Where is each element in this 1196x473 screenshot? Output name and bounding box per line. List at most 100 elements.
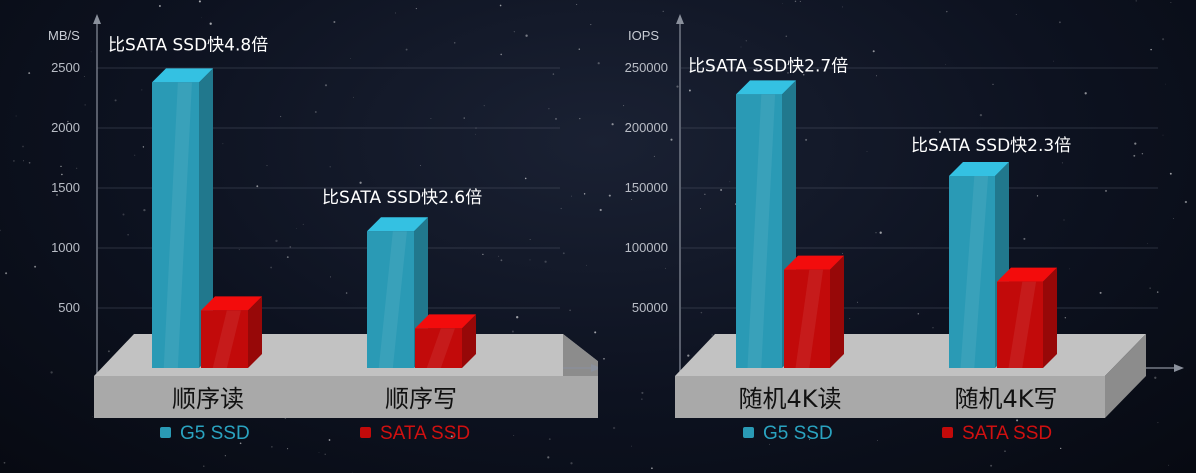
star <box>1069 268 1070 270</box>
star <box>141 89 143 91</box>
star <box>34 265 37 268</box>
star <box>353 96 354 98</box>
y-tick-label: 200000 <box>625 120 668 135</box>
sata-ssd-bar-side <box>1043 267 1057 368</box>
sata-ssd-bar-front <box>201 310 248 368</box>
y-tick-label: 2500 <box>51 60 80 75</box>
star <box>1157 422 1159 424</box>
star <box>511 330 514 333</box>
star <box>1063 219 1065 221</box>
star <box>1135 0 1137 2</box>
star <box>500 53 503 56</box>
star <box>107 350 110 353</box>
star <box>22 160 24 162</box>
sata-ssd-bar-front <box>997 281 1043 368</box>
g5-ssd-bar-sheen <box>960 176 989 368</box>
star <box>1016 419 1019 422</box>
star <box>653 155 655 157</box>
g5-ssd-bar <box>152 68 213 369</box>
star <box>289 246 292 248</box>
star <box>661 242 664 245</box>
sequential-speed-chart: MB/S 500 1000 1500 2000 2500 比SATA SSD快4.8倍比… <box>48 14 598 444</box>
star <box>745 40 747 42</box>
star <box>463 117 465 119</box>
g5-legend-swatch <box>160 427 171 438</box>
star <box>872 50 875 53</box>
star <box>498 255 500 257</box>
star <box>1004 450 1006 452</box>
star <box>91 416 93 418</box>
sata-ssd-bar-side <box>248 296 262 368</box>
star <box>60 165 62 168</box>
star <box>945 64 946 66</box>
star <box>631 198 633 200</box>
speedup-annotation: 比SATA SSD快2.6倍 <box>322 188 482 208</box>
star <box>529 259 531 261</box>
y-axis-arrow <box>676 14 684 24</box>
star <box>296 228 297 229</box>
star <box>597 62 600 65</box>
star <box>142 146 145 148</box>
star <box>877 440 878 442</box>
star <box>270 266 272 269</box>
star <box>302 223 304 225</box>
sata-ssd-bar-sheen <box>795 269 824 368</box>
star <box>547 456 550 459</box>
star <box>1053 60 1054 62</box>
star <box>1162 38 1165 41</box>
speedup-annotation: 比SATA SSD快2.7倍 <box>688 56 848 76</box>
sata-ssd-bar <box>997 267 1057 368</box>
star <box>266 165 268 167</box>
star <box>127 234 129 236</box>
star <box>641 131 643 133</box>
sata-ssd-bar-side <box>462 314 476 368</box>
star <box>548 438 551 440</box>
sata-ssd-bar-top <box>415 314 476 329</box>
star <box>430 117 432 120</box>
star <box>608 194 611 197</box>
star <box>676 85 679 88</box>
star <box>687 354 690 357</box>
y-axis-unit: IOPS <box>628 28 659 43</box>
star <box>548 108 550 110</box>
star <box>842 6 844 8</box>
star <box>1147 242 1148 244</box>
star <box>631 445 632 447</box>
y-axis-unit: MB/S <box>48 28 80 43</box>
star <box>201 17 203 19</box>
star <box>1104 189 1108 192</box>
star <box>529 239 531 240</box>
star <box>122 213 125 216</box>
y-tick-label: 250000 <box>625 60 668 75</box>
star <box>769 443 770 445</box>
sata-legend-swatch <box>360 427 371 438</box>
star <box>876 75 877 77</box>
star <box>239 442 242 445</box>
sata-ssd-bar-front <box>415 328 462 368</box>
star <box>782 3 784 5</box>
star <box>84 104 86 106</box>
star <box>318 452 320 453</box>
star <box>271 446 273 448</box>
star <box>420 165 421 166</box>
y-axis-arrow <box>93 14 101 24</box>
star <box>513 31 515 33</box>
star <box>395 12 396 14</box>
g5-ssd-bar-front <box>736 94 782 369</box>
star <box>939 131 941 133</box>
legend-label: SATA SSD <box>380 423 470 444</box>
star <box>599 208 602 212</box>
star <box>670 138 673 141</box>
star <box>612 426 616 430</box>
star <box>875 232 877 234</box>
legend-label: SATA SSD <box>962 423 1052 444</box>
star <box>453 42 456 44</box>
sata-ssd-bar-top <box>201 296 262 311</box>
star <box>570 462 573 465</box>
star <box>482 253 484 256</box>
star <box>12 159 15 162</box>
star <box>516 316 519 319</box>
speedup-annotation: 比SATA SSD快4.8倍 <box>108 35 268 55</box>
star <box>1170 2 1172 3</box>
sata-ssd-bar-sheen <box>1008 281 1037 368</box>
